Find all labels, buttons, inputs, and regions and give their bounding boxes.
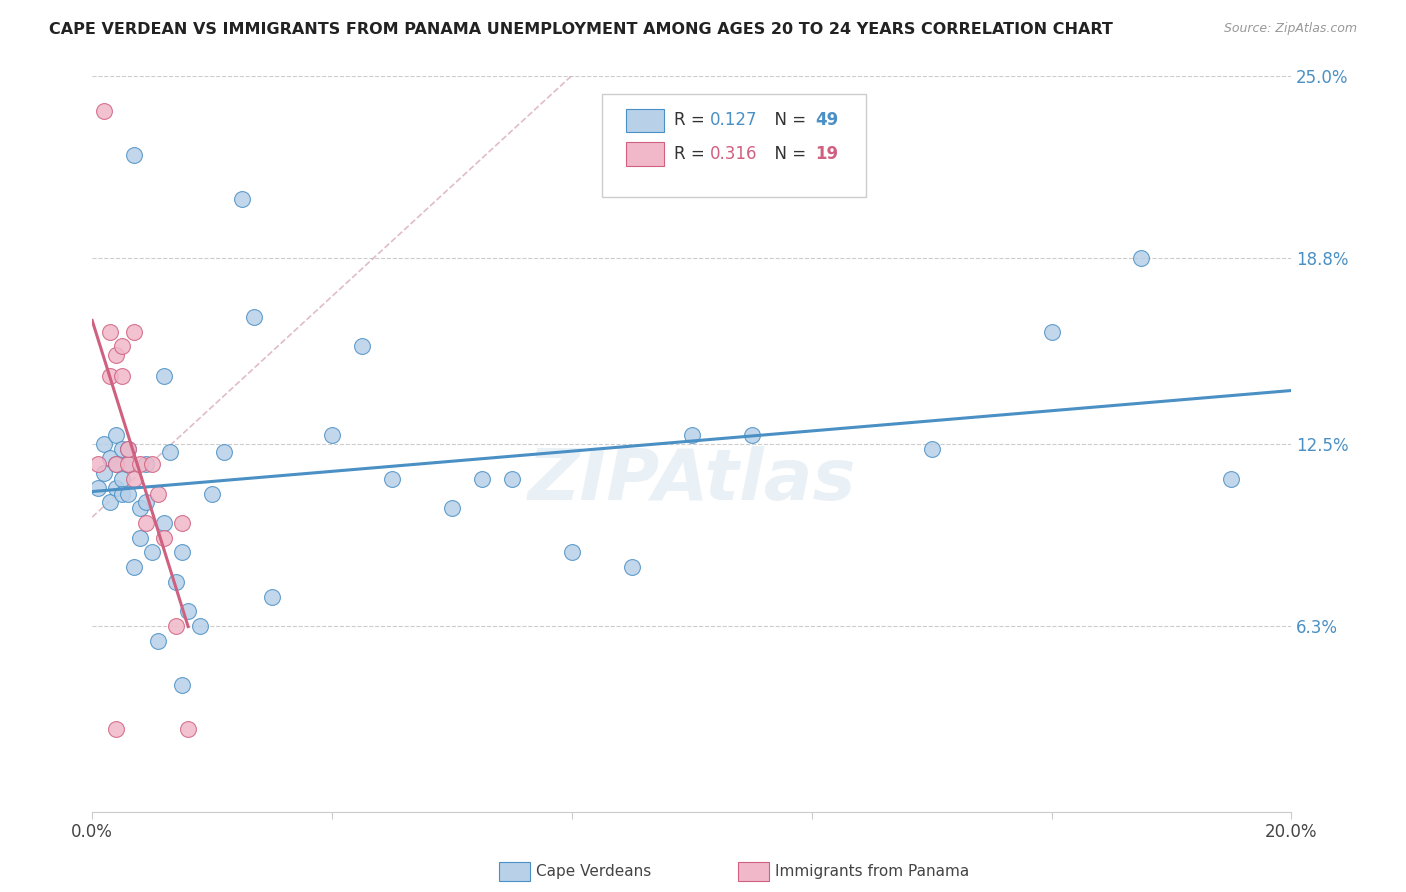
Point xyxy=(93,103,115,118)
Point xyxy=(921,442,943,457)
Point xyxy=(741,427,763,442)
Point xyxy=(172,545,194,559)
Point xyxy=(98,495,121,509)
Point xyxy=(105,348,128,362)
Point xyxy=(440,501,463,516)
Point xyxy=(105,427,128,442)
Point xyxy=(93,466,115,480)
Point xyxy=(231,192,253,206)
Text: 49: 49 xyxy=(815,112,838,129)
Text: R =: R = xyxy=(673,145,710,163)
Point xyxy=(165,619,187,633)
FancyBboxPatch shape xyxy=(626,109,664,132)
Point xyxy=(620,560,643,574)
Point xyxy=(381,472,404,486)
Point xyxy=(321,427,343,442)
Point xyxy=(129,531,152,545)
Point xyxy=(135,495,157,509)
Text: 19: 19 xyxy=(815,145,838,163)
Point xyxy=(111,472,134,486)
Point xyxy=(117,486,139,500)
Point xyxy=(165,574,187,589)
Point xyxy=(177,722,200,736)
Point xyxy=(172,678,194,692)
Point xyxy=(122,148,145,162)
Point xyxy=(243,310,266,324)
Point xyxy=(122,560,145,574)
Point xyxy=(111,486,134,500)
Point xyxy=(93,436,115,450)
Point xyxy=(111,442,134,457)
Point xyxy=(1040,325,1063,339)
Point xyxy=(111,368,134,383)
Text: N =: N = xyxy=(763,112,811,129)
Point xyxy=(681,427,703,442)
Point xyxy=(87,481,110,495)
Point xyxy=(105,481,128,495)
Point xyxy=(105,457,128,471)
Point xyxy=(87,457,110,471)
Text: 0.316: 0.316 xyxy=(710,145,758,163)
Text: Cape Verdeans: Cape Verdeans xyxy=(536,864,651,879)
Point xyxy=(117,457,139,471)
Text: Source: ZipAtlas.com: Source: ZipAtlas.com xyxy=(1223,22,1357,36)
Point xyxy=(1130,251,1153,265)
Point xyxy=(212,445,235,459)
Point xyxy=(159,445,181,459)
Point xyxy=(117,442,139,457)
Text: 0.127: 0.127 xyxy=(710,112,758,129)
Point xyxy=(177,604,200,618)
Text: CAPE VERDEAN VS IMMIGRANTS FROM PANAMA UNEMPLOYMENT AMONG AGES 20 TO 24 YEARS CO: CAPE VERDEAN VS IMMIGRANTS FROM PANAMA U… xyxy=(49,22,1114,37)
Point xyxy=(1220,472,1243,486)
FancyBboxPatch shape xyxy=(602,94,866,197)
Text: Immigrants from Panama: Immigrants from Panama xyxy=(775,864,969,879)
Point xyxy=(135,516,157,530)
Point xyxy=(350,339,373,353)
Point xyxy=(201,486,224,500)
Point xyxy=(153,516,176,530)
Text: R =: R = xyxy=(673,112,710,129)
Point xyxy=(188,619,211,633)
Text: ZIPAtlas: ZIPAtlas xyxy=(527,446,856,515)
Point xyxy=(105,722,128,736)
Point xyxy=(129,457,152,471)
Point xyxy=(129,501,152,516)
Point xyxy=(98,325,121,339)
Point xyxy=(146,486,169,500)
Point xyxy=(471,472,494,486)
FancyBboxPatch shape xyxy=(626,143,664,166)
Point xyxy=(111,339,134,353)
Point xyxy=(135,457,157,471)
Point xyxy=(141,545,163,559)
Point xyxy=(561,545,583,559)
Point xyxy=(260,590,283,604)
Point xyxy=(153,368,176,383)
Point xyxy=(105,457,128,471)
Point xyxy=(122,325,145,339)
Text: N =: N = xyxy=(763,145,811,163)
Point xyxy=(153,531,176,545)
Point xyxy=(172,516,194,530)
Point xyxy=(141,457,163,471)
Point xyxy=(122,472,145,486)
Point xyxy=(146,633,169,648)
Point xyxy=(501,472,523,486)
Point xyxy=(117,457,139,471)
Point xyxy=(98,451,121,466)
Point xyxy=(117,442,139,457)
Point xyxy=(98,368,121,383)
